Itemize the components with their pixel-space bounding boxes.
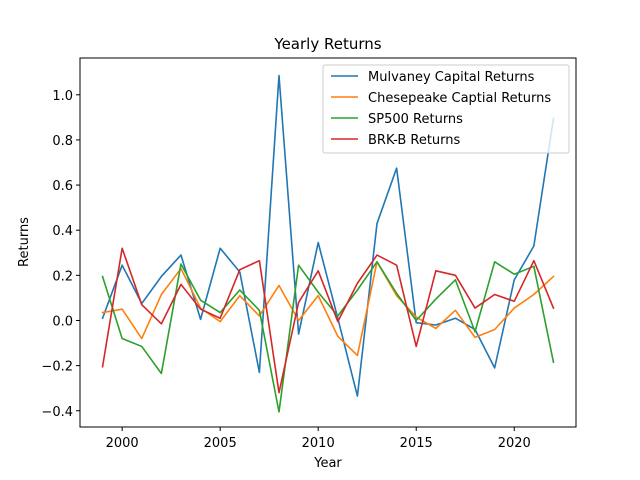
x-tick-label: 2015 [400, 436, 433, 451]
y-tick-label: 0.8 [52, 134, 73, 149]
series-line-1 [101, 260, 555, 357]
chart-title: Yearly Returns [273, 35, 381, 53]
x-axis: 2000 2005 2010 2015 2020 [106, 427, 531, 451]
y-tick-label: 0.6 [52, 179, 73, 194]
y-tick-label: 0.0 [52, 314, 73, 329]
plot-frame [79, 57, 577, 428]
y-tick-label: 0.4 [52, 224, 73, 239]
series-line-2 [101, 260, 555, 413]
series-layer [101, 74, 555, 413]
legend-label-2: SP500 Returns [368, 112, 463, 127]
x-tick-label: 2010 [302, 436, 335, 451]
y-tick-label: 1.0 [52, 89, 73, 104]
series-line-3 [101, 247, 555, 394]
legend-label-0: Mulvaney Capital Returns [368, 70, 535, 85]
legend: Mulvaney Capital Returns Chesepeake Capti… [322, 64, 570, 154]
x-axis-label: Year [313, 456, 342, 471]
y-axis-label: Returns [17, 217, 32, 267]
y-tick-label: 0.2 [52, 269, 73, 284]
y-axis: −0.4 −0.2 0.0 0.2 0.4 0.6 0.8 1.0 [41, 89, 80, 420]
legend-label-1: Chesepeake Captial Returns [368, 91, 551, 106]
x-tick-label: 2000 [106, 436, 139, 451]
x-tick-label: 2020 [498, 436, 531, 451]
y-tick-label: −0.2 [41, 360, 73, 375]
x-tick-label: 2005 [204, 436, 237, 451]
y-tick-label: −0.4 [41, 405, 73, 420]
legend-frame [322, 64, 570, 154]
legend-label-3: BRK-B Returns [368, 133, 461, 148]
